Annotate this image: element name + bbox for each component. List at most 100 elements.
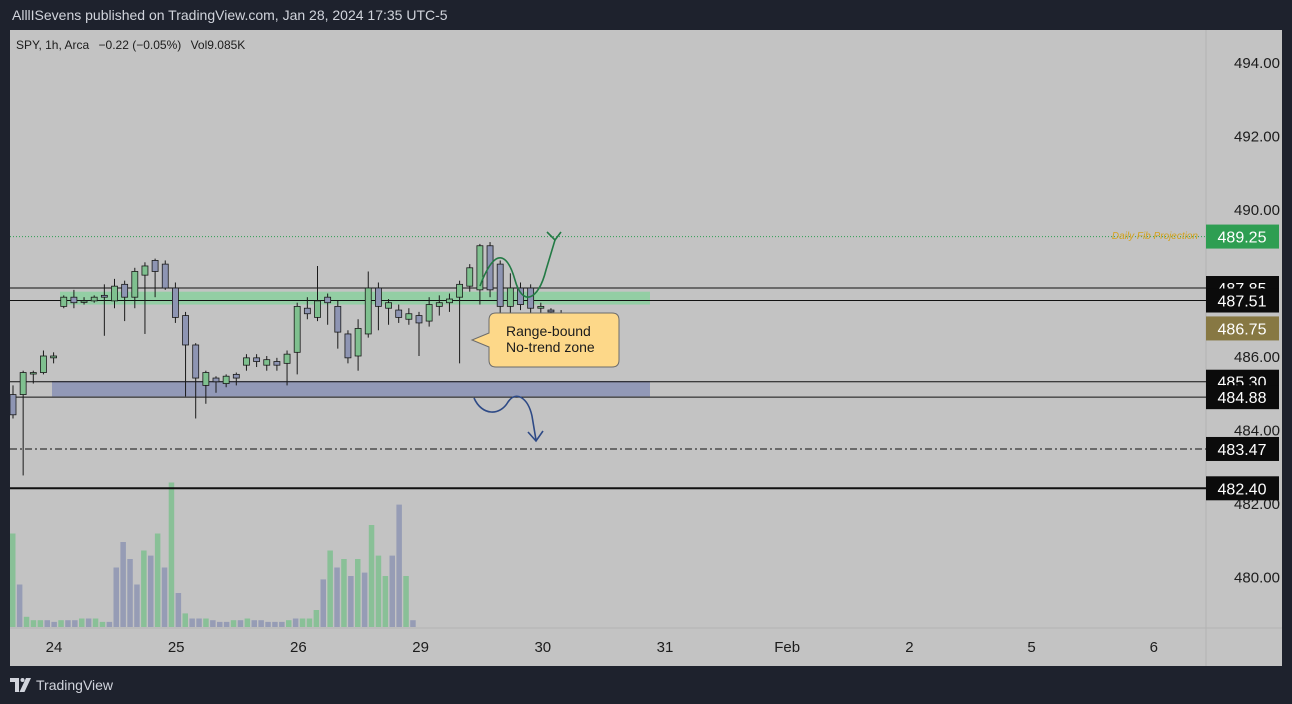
- candle-body: [334, 305, 342, 333]
- volume-bar: [65, 620, 71, 627]
- callout-bubble: [470, 312, 620, 368]
- candle-body: [111, 285, 118, 302]
- volume-bar: [141, 550, 147, 627]
- volume-bar: [92, 618, 99, 627]
- candle-body: [182, 315, 189, 346]
- volume-bar: [320, 579, 326, 627]
- volume-bar: [361, 572, 368, 627]
- price-label-box: [1206, 385, 1279, 410]
- volume-bar: [210, 620, 216, 627]
- volume-bar: [251, 620, 257, 627]
- volume-bar: [44, 620, 50, 627]
- price-label-text: 484.88: [1218, 390, 1267, 407]
- time-axis-ticks: 24 25 26 29 30 31 Feb 2 5 6: [46, 639, 1158, 656]
- chart-pane[interactable]: SPY, 1h, Arca −0.22 (−0.05%) Vol9.085K D…: [9, 30, 1282, 666]
- support-zone: [52, 380, 650, 397]
- volume-bar: [85, 618, 92, 627]
- volume-bar: [348, 576, 354, 627]
- x-tick-label: Feb: [774, 639, 800, 656]
- volume-bar: [168, 482, 175, 627]
- footer-brand[interactable]: TradingView: [36, 677, 114, 693]
- candle-body: [425, 304, 433, 322]
- volume-bar: [217, 621, 223, 627]
- footer: TradingView: [0, 668, 1292, 704]
- volume-bar: [134, 584, 140, 627]
- candle-body: [29, 372, 37, 375]
- volume-bar: [30, 620, 37, 627]
- candle-body: [80, 300, 88, 303]
- range-callout[interactable]: Range-bound No-trend zone: [470, 312, 620, 368]
- candle-body: [171, 287, 179, 318]
- candle-body: [314, 300, 321, 318]
- candle-body: [405, 313, 413, 320]
- candle-body: [141, 265, 149, 276]
- candle-body: [466, 267, 474, 287]
- chart-background: [10, 30, 1282, 666]
- volume-bar: [313, 610, 320, 627]
- candle-body: [50, 355, 57, 359]
- x-tick-label: 26: [290, 639, 307, 656]
- x-tick-label: 29: [412, 639, 429, 656]
- volume-bar: [10, 533, 16, 627]
- y-tick-label: 494.00: [1234, 55, 1280, 72]
- candle-body: [527, 287, 535, 309]
- volume-bar: [120, 542, 126, 627]
- volume-bar: [265, 621, 271, 627]
- candle-body: [243, 357, 250, 366]
- volume-bar: [37, 620, 44, 627]
- candle-body: [70, 296, 78, 304]
- volume-bar: [410, 620, 416, 627]
- volume-bar: [327, 550, 333, 627]
- candle-body: [456, 283, 464, 298]
- x-tick-label: 25: [168, 639, 185, 656]
- volume-bar: [244, 618, 251, 627]
- candle-body: [19, 372, 27, 395]
- x-tick-label: 2: [905, 639, 913, 656]
- breakout-up-arrowhead: [546, 231, 562, 242]
- volume-bar: [106, 621, 113, 627]
- volume-bar: [58, 620, 64, 627]
- candle-body: [131, 271, 139, 298]
- candle-body: [385, 302, 392, 309]
- volume-bar: [258, 620, 264, 627]
- y-tick-label: 486.00: [1234, 349, 1280, 366]
- price-labels: 489.25487.85487.51486.75485.30484.88483.…: [1206, 224, 1279, 501]
- volume-bar: [79, 618, 85, 627]
- price-label-box: [1206, 316, 1279, 341]
- breakdown-down-arrow: [473, 395, 537, 441]
- volume-bar: [272, 621, 278, 627]
- y-tick-label: 490.00: [1234, 202, 1280, 219]
- price-label-text: 486.75: [1218, 321, 1267, 338]
- candle-body: [192, 344, 200, 379]
- candle-body: [354, 328, 362, 357]
- volume-bar: [154, 533, 161, 627]
- volume-bar: [382, 576, 389, 627]
- legend-volume: Vol9.085K: [191, 38, 246, 52]
- candle-body: [222, 375, 230, 384]
- volume-bar: [230, 620, 237, 627]
- publish-header: AlllISevens published on TradingView.com…: [0, 0, 1292, 30]
- fib-label: Daily Fib Projection: [1112, 231, 1199, 242]
- volume-bar: [72, 620, 78, 627]
- candle-body: [202, 372, 210, 386]
- callout-line-1: Range-bound: [506, 323, 591, 339]
- resistance-zone: [60, 291, 650, 305]
- candle-body: [232, 373, 240, 379]
- candle-body: [161, 263, 169, 289]
- price-label-text: 482.40: [1218, 481, 1267, 498]
- volume-bar: [196, 618, 202, 627]
- candle-body: [40, 355, 47, 373]
- price-label-box: [1206, 436, 1279, 461]
- volume-bar: [148, 555, 154, 627]
- publish-text: AlllISevens published on TradingView.com…: [12, 7, 448, 23]
- y-tick-label: 480.00: [1234, 570, 1280, 587]
- candle-body: [212, 377, 220, 383]
- candle-body: [324, 296, 332, 304]
- legend-change: −0.22 (−0.05%): [99, 38, 182, 52]
- candle-body: [253, 357, 261, 362]
- price-chart[interactable]: SPY, 1h, Arca −0.22 (−0.05%) Vol9.085K D…: [9, 30, 1282, 666]
- volume-bar: [375, 555, 382, 627]
- candle-body: [60, 296, 68, 307]
- candle-body: [303, 307, 311, 315]
- volume-bar: [175, 593, 182, 627]
